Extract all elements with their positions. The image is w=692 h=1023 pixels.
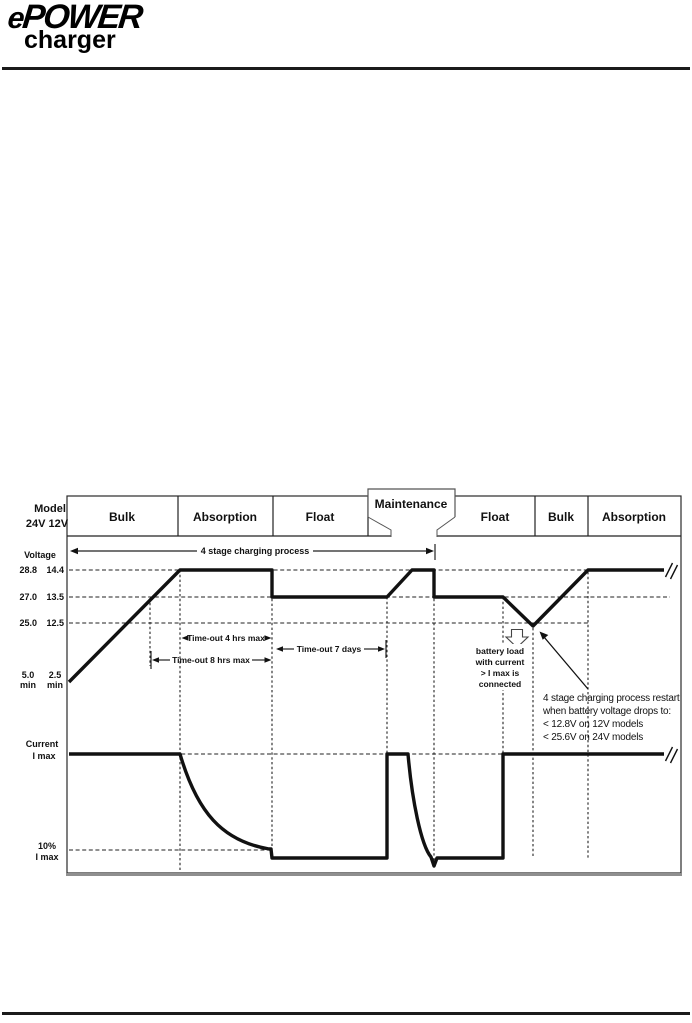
voltage-curve <box>67 568 666 684</box>
battery-load-line-4: connected <box>479 679 522 689</box>
phase-absorption-1: Absorption <box>193 510 257 524</box>
logo-charger: charger <box>24 26 116 54</box>
process-span-label: 4 stage charging process <box>201 546 310 556</box>
restart-line-4: < 25.6V on 24V models <box>543 732 643 743</box>
axis-labels: Model 24V 12V Voltage 28.8 14.4 27.0 13.… <box>19 503 68 862</box>
timeout-8hrs-label: Time-out 8 hrs max <box>172 655 250 665</box>
tick-25-0: 25.0 <box>19 618 37 628</box>
current-break-mark <box>664 745 680 764</box>
start-5-0: 5.0 <box>22 670 35 680</box>
battery-load-annotation: battery load with current > I max is con… <box>468 628 532 690</box>
start-5-0-min: min <box>20 680 36 690</box>
timeout-annotations: Time-out 4 hrs max Time-out 8 hrs max Ti… <box>150 633 387 669</box>
battery-load-line-3: > I max is <box>481 668 520 678</box>
process-span-arrow: 4 stage charging process <box>70 544 436 560</box>
tick-14-4: 14.4 <box>46 565 64 575</box>
hollow-down-arrow-icon <box>504 628 530 649</box>
bottom-rule <box>2 1012 690 1015</box>
voltage-axis-label: Voltage <box>24 550 56 560</box>
phase-header-row: Bulk Absorption Float Float Bulk Absorpt… <box>109 510 666 524</box>
restart-pointer-arrowhead <box>539 631 549 640</box>
current-axis-label: Current <box>26 739 59 749</box>
epower-logo: ePOWER charger <box>6 0 143 54</box>
tick-12-5: 12.5 <box>46 618 64 628</box>
battery-load-line-2: with current <box>475 657 525 667</box>
phase-absorption-2: Absorption <box>602 510 666 524</box>
ten-percent-label: 10% <box>38 841 56 851</box>
dashed-vertical-gridlines <box>149 570 589 872</box>
tick-27-0: 27.0 <box>19 592 37 602</box>
restart-line-2: when battery voltage drops to: <box>542 706 671 717</box>
restart-line-3: < 12.8V on 12V models <box>543 719 643 730</box>
phase-maintenance: Maintenance <box>375 497 448 511</box>
phase-float-1: Float <box>306 510 335 524</box>
maintenance-callout: Maintenance <box>367 488 456 537</box>
tick-28-8: 28.8 <box>19 565 37 575</box>
voltage-break-mark <box>664 561 680 580</box>
imax-label: I max <box>32 751 55 761</box>
model-values: 24V 12V <box>26 518 69 530</box>
start-2-5: 2.5 <box>49 670 62 680</box>
restart-annotation: 4 stage charging process restart when ba… <box>539 631 680 743</box>
timeout-7days-label: Time-out 7 days <box>297 644 362 654</box>
chart-frame <box>66 495 682 876</box>
start-2-5-min: min <box>47 680 63 690</box>
phase-float-2: Float <box>481 510 510 524</box>
current-plot <box>69 745 680 868</box>
current-curve <box>69 752 666 868</box>
battery-load-line-1: battery load <box>476 646 524 656</box>
tick-13-5: 13.5 <box>46 592 64 602</box>
ten-percent-imax-label: I max <box>35 852 58 862</box>
phase-bulk-1: Bulk <box>109 510 135 524</box>
timeout-4hrs-label: Time-out 4 hrs max <box>187 633 265 643</box>
voltage-plot <box>67 561 680 684</box>
restart-line-1: 4 stage charging process restart <box>543 693 680 704</box>
phase-bulk-2: Bulk <box>548 510 574 524</box>
model-label: Model <box>34 503 66 515</box>
top-rule <box>2 67 690 70</box>
